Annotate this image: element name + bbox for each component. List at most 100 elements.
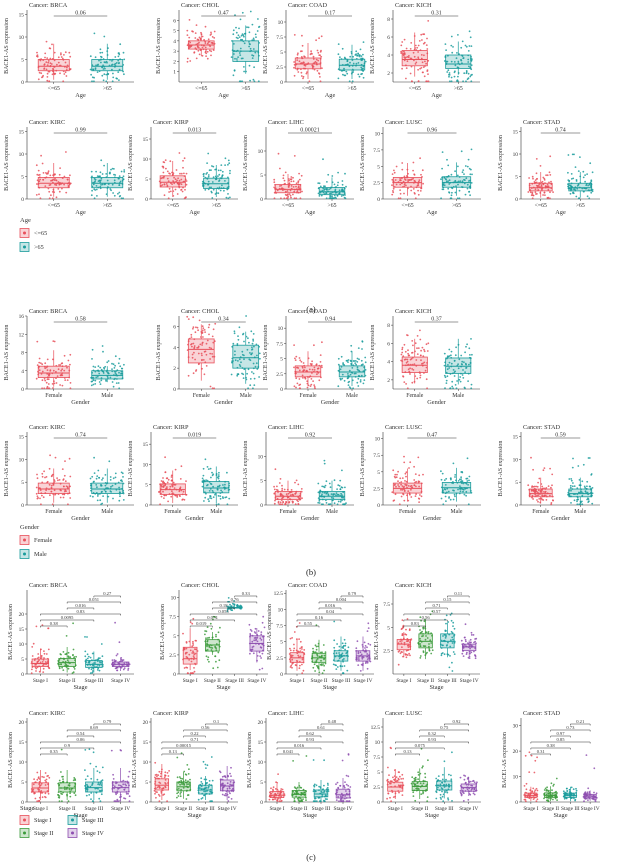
data-point (463, 178, 465, 181)
data-point (410, 496, 413, 498)
chart-title: Cancer: KICH (395, 582, 432, 589)
data-point (452, 46, 454, 48)
data-point (284, 182, 286, 185)
x-tick-label: Female (532, 509, 549, 515)
data-point (321, 341, 323, 344)
data-point (101, 479, 103, 481)
data-point (288, 182, 291, 185)
data-point (411, 80, 413, 83)
data-point (215, 635, 217, 638)
data-point (406, 334, 408, 336)
data-point (540, 184, 543, 186)
data-point (300, 646, 303, 649)
data-point (293, 34, 296, 36)
data-point (205, 55, 208, 57)
data-point (180, 172, 183, 175)
data-point (461, 374, 464, 376)
data-point (208, 660, 210, 663)
data-point (324, 484, 327, 487)
data-point (84, 650, 87, 653)
data-point (444, 43, 447, 45)
data-point (111, 659, 114, 661)
data-point (471, 173, 473, 176)
data-point (364, 356, 367, 359)
data-point (364, 60, 367, 63)
data-point (463, 72, 466, 75)
data-point (312, 58, 315, 60)
data-point (402, 180, 405, 183)
data-point (401, 619, 404, 621)
data-point (419, 494, 421, 496)
data-point (449, 614, 452, 616)
x-tick-label: Male (101, 509, 113, 515)
data-point (73, 792, 76, 794)
data-point (192, 326, 195, 329)
data-point (359, 379, 362, 381)
box (441, 176, 472, 188)
data-point (188, 19, 191, 21)
data-point (203, 500, 205, 502)
data-point (249, 10, 252, 13)
data-point (73, 668, 76, 670)
data-point (544, 185, 547, 187)
data-point (273, 485, 275, 488)
data-point (210, 42, 213, 44)
data-point (113, 168, 115, 170)
data-point (345, 185, 347, 188)
data-point (294, 357, 296, 360)
data-point (238, 52, 241, 54)
data-point (456, 79, 459, 81)
data-point (91, 358, 93, 360)
data-point (588, 183, 591, 186)
data-point (92, 495, 94, 498)
data-point (218, 471, 220, 474)
data-point (401, 162, 404, 164)
data-point (98, 381, 101, 383)
data-point (354, 362, 357, 364)
data-point (112, 477, 115, 480)
data-point (100, 61, 102, 64)
data-point (466, 183, 469, 186)
data-point (201, 54, 204, 57)
data-point (289, 666, 292, 668)
data-point (111, 80, 114, 83)
data-point (474, 638, 476, 640)
data-point (360, 663, 363, 666)
data-point (254, 33, 257, 36)
pvalue-label: 0.019 (196, 621, 207, 626)
data-point (285, 194, 288, 197)
data-point (296, 59, 299, 61)
data-point (90, 668, 93, 671)
pvalue-label: 0.051 (89, 597, 100, 602)
data-point (160, 185, 162, 187)
pvalue-label: 0.83 (76, 609, 85, 614)
data-point (445, 477, 448, 480)
data-point (401, 351, 404, 354)
data-point (109, 172, 111, 175)
data-point (232, 342, 235, 345)
legend-label: >65 (34, 244, 44, 251)
data-point (325, 197, 328, 200)
data-point (246, 372, 249, 375)
box (401, 50, 428, 67)
data-point (99, 366, 102, 369)
data-point (96, 175, 99, 178)
data-point (552, 191, 554, 194)
data-point (465, 477, 468, 480)
data-point (319, 354, 322, 356)
y-tick-label: 8 (387, 323, 390, 329)
data-point (94, 180, 96, 183)
data-point (50, 194, 52, 197)
data-point (296, 382, 299, 385)
data-point (227, 163, 229, 166)
chart-title: Cancer: LIHC (268, 119, 304, 126)
data-point (40, 154, 42, 157)
data-point (163, 183, 166, 186)
data-point (38, 800, 41, 802)
data-point (299, 387, 301, 390)
data-point (549, 155, 552, 158)
data-point (364, 361, 367, 364)
data-point (344, 197, 347, 200)
